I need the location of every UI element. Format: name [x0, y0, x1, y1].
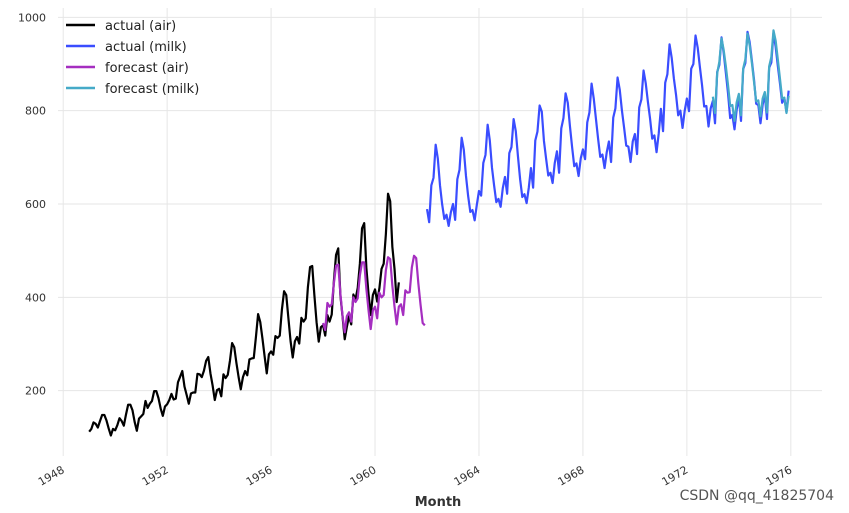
legend-label-actual-air: actual (air) — [105, 19, 176, 34]
x-tick-label: 1976 — [764, 463, 795, 488]
x-axis-ticks: 1948 1952 1956 1960 1964 1968 1972 1976 — [36, 463, 794, 488]
series-line-actual-milk — [425, 30, 790, 228]
y-axis-ticks: 200 400 600 800 1000 — [18, 11, 46, 397]
y-tick-label: 600 — [25, 198, 46, 211]
y-tick-label: 1000 — [18, 11, 46, 24]
x-tick-label: 1960 — [348, 463, 379, 488]
legend-label-actual-milk: actual (milk) — [105, 40, 187, 55]
x-tick-label: 1964 — [452, 463, 483, 488]
x-axis-label: Month — [415, 495, 462, 510]
legend: actual (air) actual (milk) forecast (air) f… — [66, 19, 199, 97]
grid — [58, 8, 822, 456]
y-tick-label: 400 — [25, 291, 46, 304]
x-tick-label: 1948 — [36, 463, 67, 488]
x-tick-label: 1952 — [140, 463, 171, 488]
x-tick-label: 1972 — [660, 463, 691, 488]
y-tick-label: 800 — [25, 105, 46, 118]
legend-label-forecast-air: forecast (air) — [105, 61, 189, 76]
y-tick-label: 200 — [25, 385, 46, 398]
series-line-actual-air — [88, 192, 400, 437]
x-tick-label: 1956 — [244, 463, 275, 488]
series-layer — [88, 29, 790, 437]
x-tick-label: 1968 — [556, 463, 587, 488]
series-line-forecast-milk — [711, 29, 790, 123]
legend-label-forecast-milk: forecast (milk) — [105, 82, 199, 97]
watermark: CSDN @qq_41825704 — [680, 488, 834, 504]
series-line-forecast-air — [322, 254, 426, 334]
